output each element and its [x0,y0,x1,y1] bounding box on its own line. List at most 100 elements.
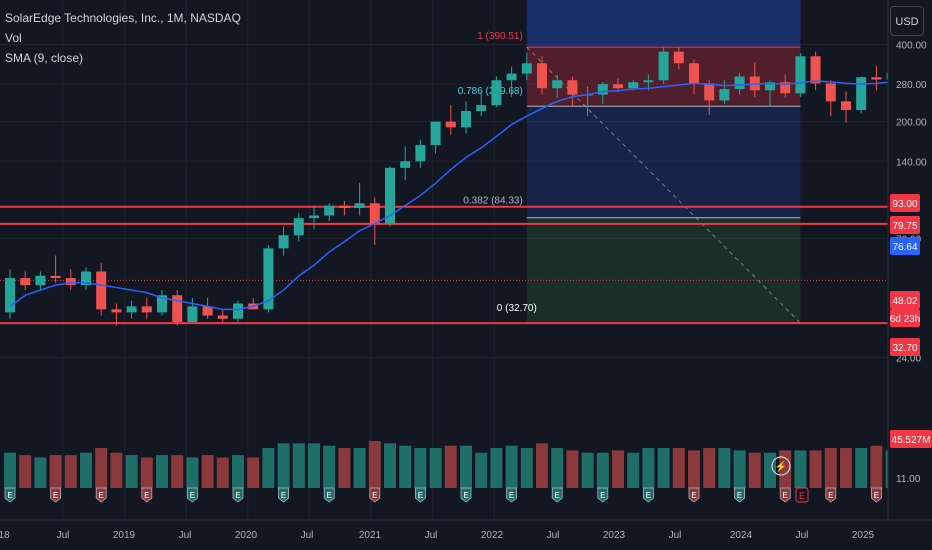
volume-indicator-label[interactable]: Vol [5,31,22,45]
volume-bar [414,448,427,488]
candle-body [613,84,623,89]
candle-body [217,315,228,319]
earnings-marker-letter: E [190,491,195,500]
candle-body [704,83,715,101]
news-flash-icon-glyph: ⚡ [775,460,787,473]
earnings-marker-letter: E [555,491,560,500]
volume-bar [809,450,822,488]
candle-body [35,275,46,286]
volume-bar [520,448,533,488]
price-tick-label: 280.00 [896,80,927,91]
price-tag-label: 48.02 [892,296,917,307]
candle-body [734,76,745,90]
volume-bar [733,450,746,488]
volume-bar [612,450,624,488]
earnings-marker [734,487,745,503]
symbol-title: SolarEdge Technologies, Inc., 1M, NASDAQ [5,11,241,25]
price-tick-label: 140.00 [896,157,927,168]
earnings-marker-letter: E [7,491,12,500]
upcoming-earnings-letter: E [799,491,805,501]
price-tag [890,309,920,327]
time-tick-label: Jul [179,530,192,541]
volume-bar [672,448,685,488]
price-tag [890,216,920,234]
currency-button[interactable]: USD [890,6,924,36]
volume-tag [890,430,932,448]
volume-bar [718,448,731,488]
time-tick-label: 2022 [481,530,504,541]
volume-bar [262,448,275,488]
earnings-marker-letter: E [509,491,514,500]
earnings-marker-letter: E [600,491,605,500]
volume-bar [855,448,868,488]
candle-body [65,278,76,286]
earnings-marker-letter: E [53,491,58,500]
volume-tag-label: 45.527M [892,435,931,446]
earnings-marker [871,487,882,503]
volume-bar [627,452,640,488]
volume-bar [64,455,77,488]
earnings-marker [141,487,153,503]
candle-body [597,84,608,95]
volume-bar [536,443,548,488]
candle-body [263,248,274,310]
sma-indicator-label[interactable]: SMA (9, close) [5,51,84,65]
candle-body [658,51,669,81]
volume-bar [125,455,138,488]
volume-tick-label: 11.00 [896,474,921,485]
candle-body [521,63,532,74]
volume-bar [110,452,123,488]
volume-bar [232,455,244,488]
earnings-marker [232,487,244,503]
volume-bar [444,445,457,488]
candle-body [96,271,107,310]
fib-zone-lower [526,217,801,324]
candle-body [461,111,471,128]
candle-body [50,275,61,279]
volume-bar [551,448,564,488]
candle-body [172,295,183,323]
volume-bar [95,448,108,488]
earnings-marker [597,487,609,503]
volume-bar [429,448,442,488]
fib-label: 0 (32.70) [497,303,537,314]
earnings-marker-letter: E [372,491,377,500]
volume-bar [581,452,594,488]
fib-zone-top [526,0,801,48]
earnings-marker [688,487,700,503]
fib-label: 0.786 (229.68) [458,86,523,97]
volume-bar [460,445,472,488]
candle-body [187,306,198,323]
earnings-marker-letter: E [874,491,879,500]
volume-bar [140,457,153,488]
time-tick-label: 18 [0,530,10,541]
earnings-marker-letter: E [783,491,788,500]
volume-bar [642,448,655,488]
volume-bar [308,443,320,488]
price-tick-label: 24.00 [896,354,921,365]
volume-bar [338,448,351,488]
volume-bar [384,443,396,488]
candle-body [476,105,487,112]
price-tag-label: 93.00 [892,199,917,210]
earnings-marker-letter: E [327,491,332,500]
volume-bar [171,455,184,488]
candle-body [324,205,335,216]
candle-body [430,121,441,146]
volume-bar [156,455,168,488]
time-tick-label: Jul [425,530,438,541]
earnings-marker [4,487,16,503]
candle-body [810,56,821,84]
candle-body [856,77,867,111]
earnings-marker-letter: E [691,491,696,500]
candle-body [689,63,699,84]
news-flash-icon [771,456,791,476]
price-tag [890,194,920,212]
candle-body [126,306,137,313]
candle-body [81,271,91,286]
earnings-marker [415,487,426,503]
price-tick-label: 400.00 [896,41,927,52]
time-tick-label: 2021 [359,530,382,541]
volume-bar [368,441,381,488]
